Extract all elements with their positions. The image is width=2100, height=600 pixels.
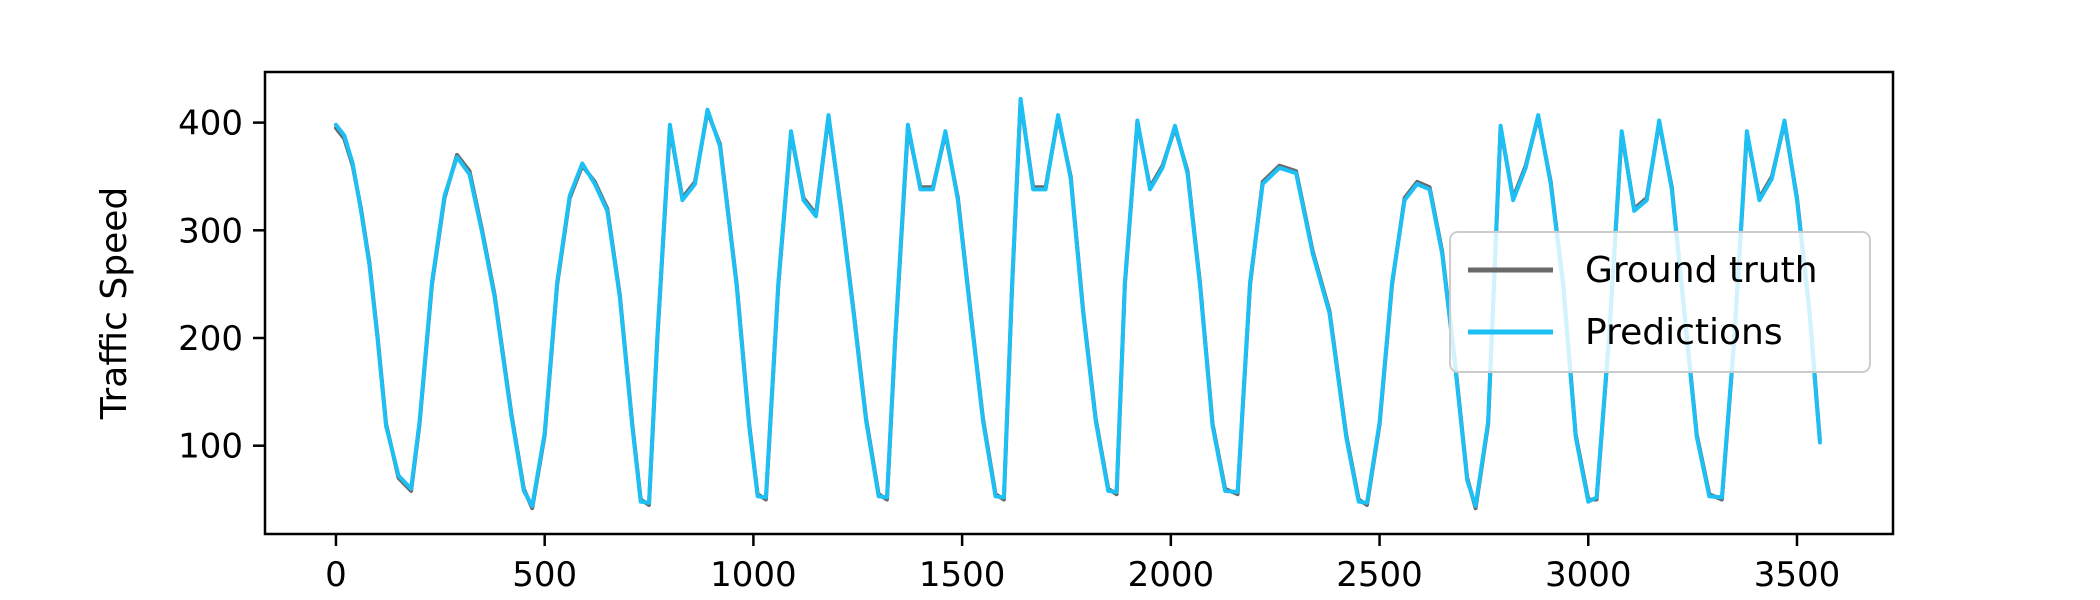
- plot-frame: [263, 70, 1895, 536]
- legend: Ground truth Predictions: [1449, 231, 1871, 373]
- x-tick-label-3500: 3500: [1754, 555, 1841, 595]
- x-tick-label-0: 0: [325, 555, 347, 595]
- x-tick-label-2000: 2000: [1128, 555, 1215, 595]
- legend-label-predictions: Predictions: [1585, 312, 1783, 353]
- x-tick-label-3000: 3000: [1545, 555, 1632, 595]
- y-tick-label-300: 300: [178, 211, 243, 251]
- y-axis-ticks: 100 200 300 400: [178, 104, 265, 467]
- legend-box: [1449, 231, 1871, 373]
- y-tick-label-200: 200: [178, 319, 243, 359]
- y-tick-label-400: 400: [178, 104, 243, 144]
- x-tick-label-500: 500: [512, 555, 577, 595]
- x-tick-label-2500: 2500: [1336, 555, 1423, 595]
- x-tick-label-1000: 1000: [710, 555, 797, 595]
- x-tick-label-1500: 1500: [919, 555, 1006, 595]
- y-axis-label: Traffic Speed: [94, 187, 135, 420]
- legend-label-ground-truth: Ground truth: [1585, 250, 1818, 291]
- y-tick-label-100: 100: [178, 427, 243, 467]
- x-axis-ticks: 0 500 1000 1500 2000 2500 3000 3500: [325, 534, 1840, 595]
